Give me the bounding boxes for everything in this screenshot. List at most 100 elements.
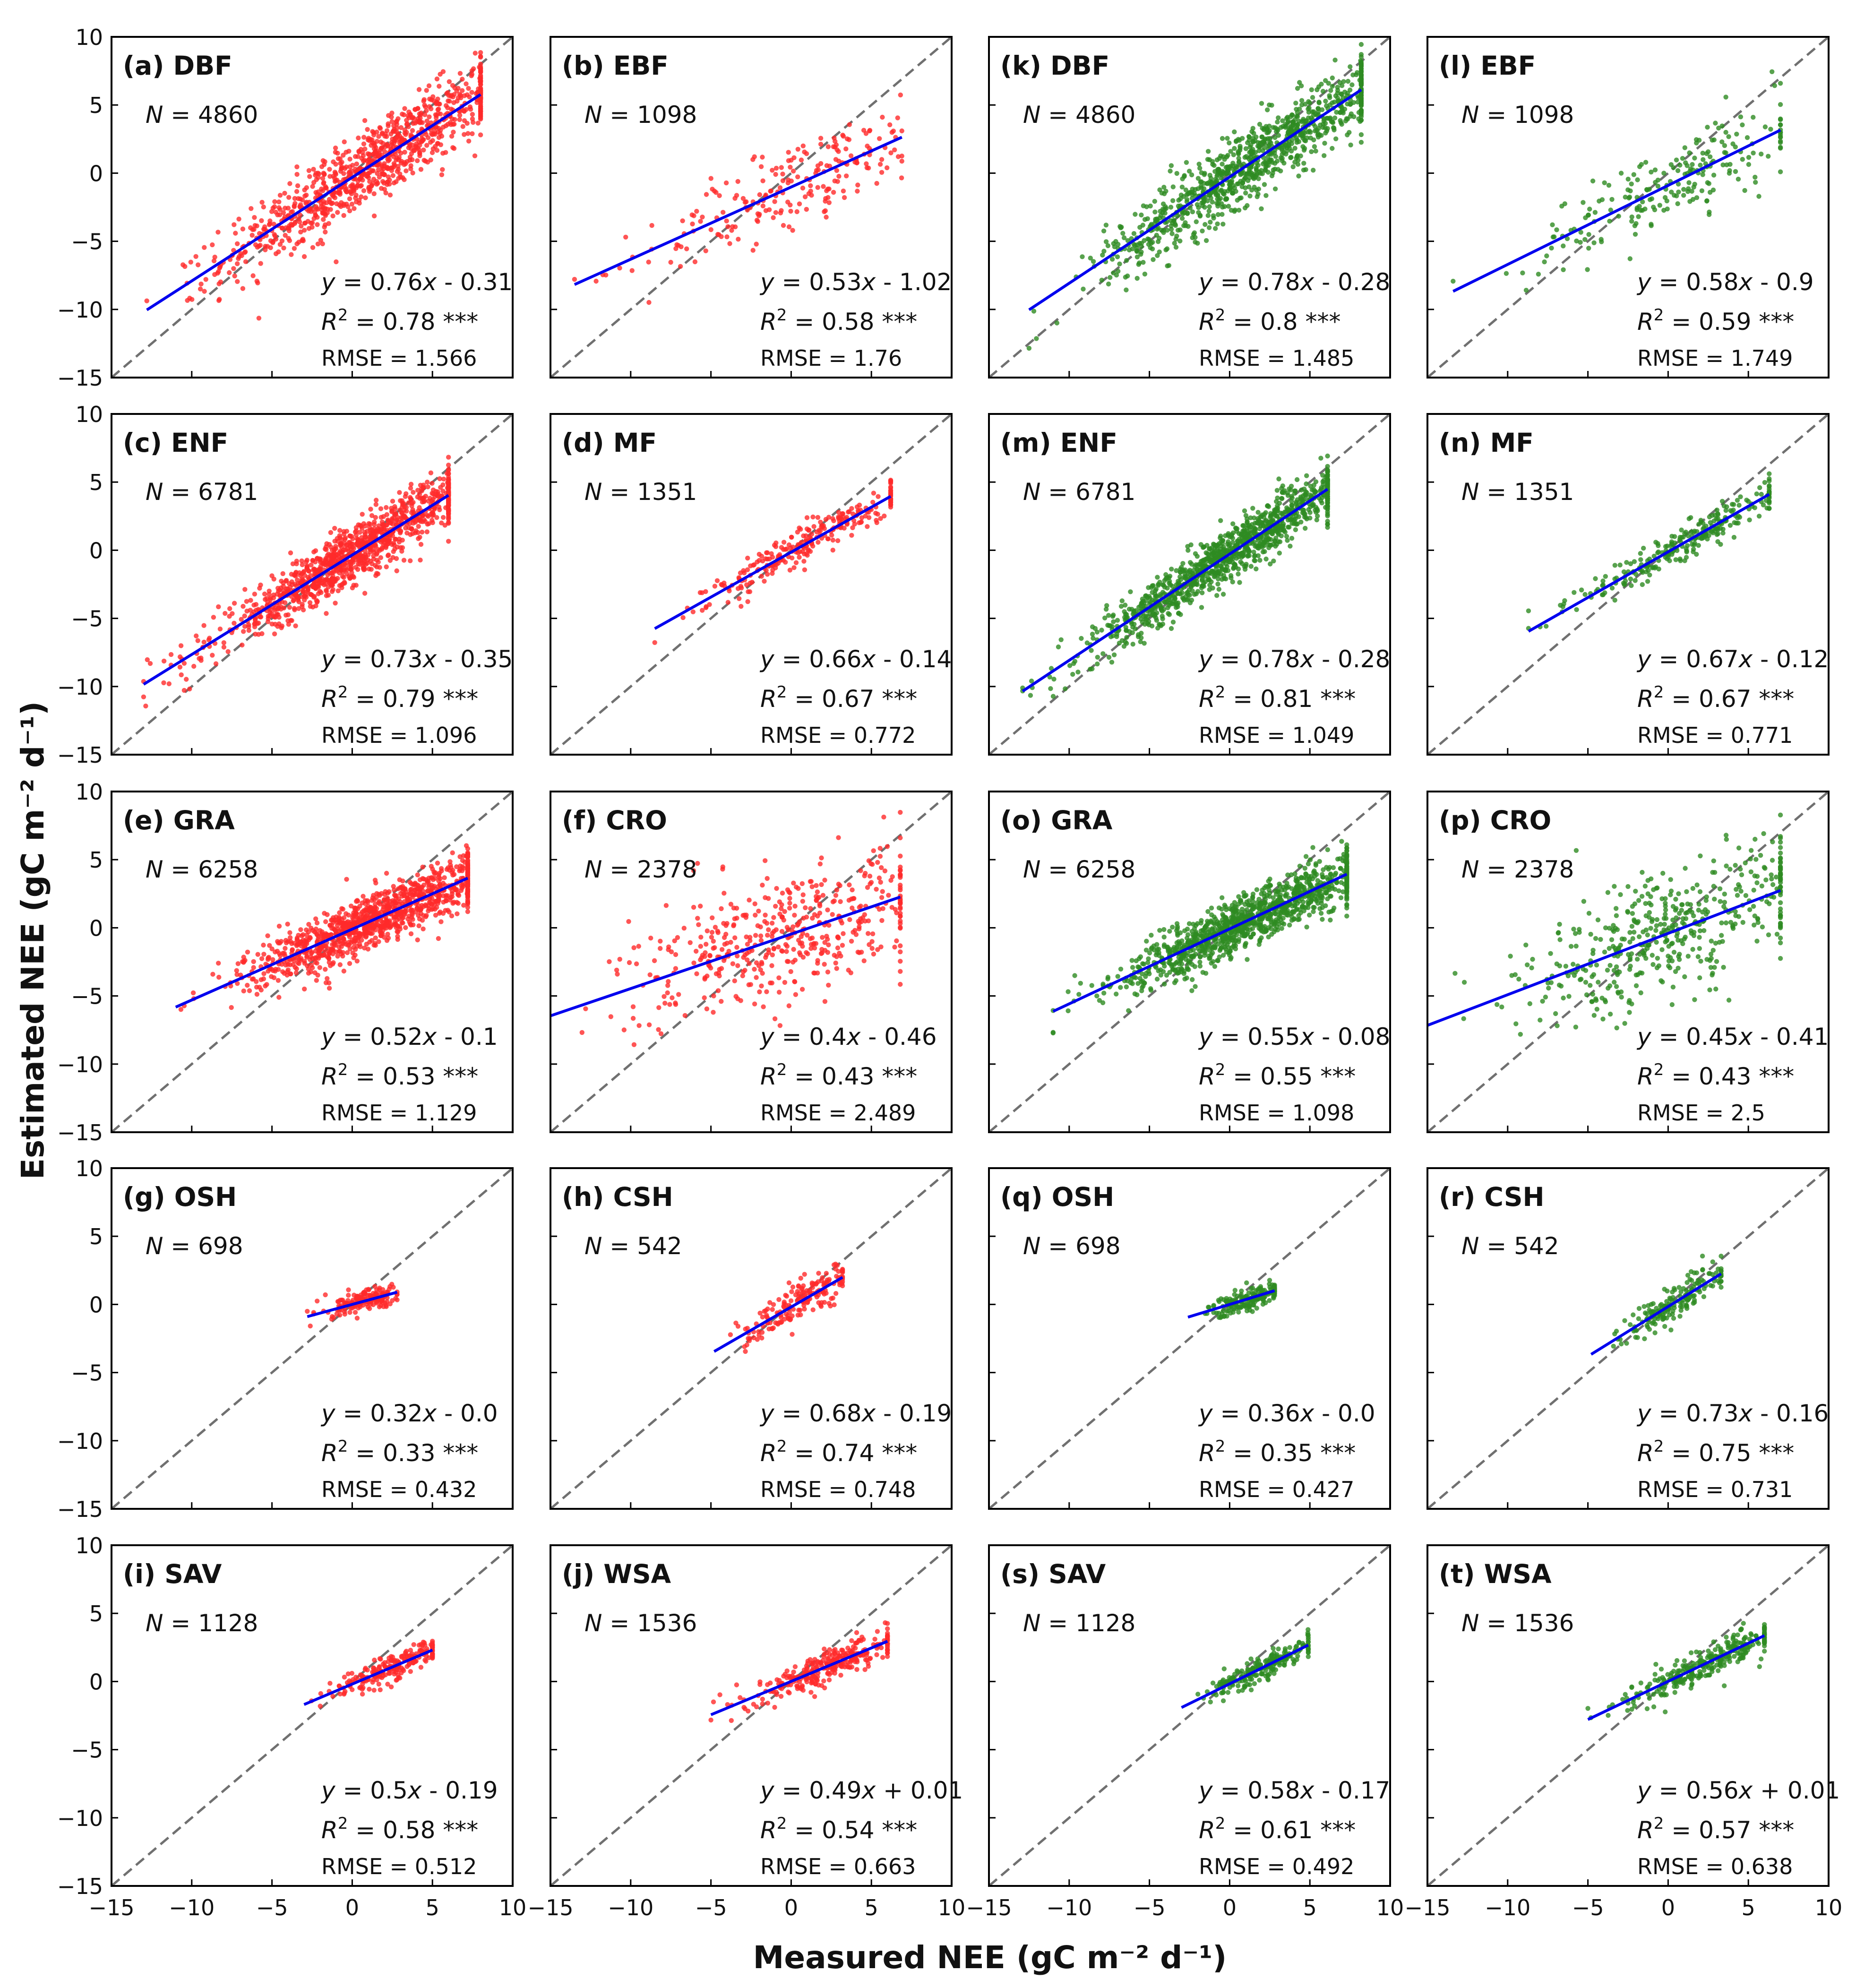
x-tick-label: 5 [426,1895,439,1920]
plot-frame [1426,413,1830,756]
r-squared: R2 = 0.79 *** [321,683,478,713]
rmse-label: RMSE = 2.489 [760,1100,916,1126]
panel-h: (h) CSH N = 542 y = 0.68x - 0.19 R2 = 0.74 … [550,1167,953,1510]
r-squared: R2 = 0.61 *** [1199,1814,1356,1844]
rmse-label: RMSE = 0.492 [1199,1854,1354,1879]
panel-title: (n) MF [1439,428,1534,458]
regression-equation: y = 0.67x - 0.12 [1636,645,1829,673]
r-squared: R2 = 0.43 *** [1637,1060,1794,1090]
plot-frame [550,1167,953,1510]
panel-i: −15 −10 −5 0 5 10 −15 −10 −5 0 5 10 (i) SAV N = 1128 y… [57,1533,526,1920]
x-tick-label: −10 [169,1895,215,1920]
sample-size: N = 6258 [1023,856,1135,883]
plot-frame [988,36,1391,379]
x-tick-label: −10 [608,1895,653,1920]
regression-equation: y = 0.78x - 0.28 [1198,268,1390,296]
regression-line [303,1649,433,1706]
x-axis-label: Measured NEE (gC m⁻² d⁻¹) [753,1939,1227,1976]
x-tick-label: 5 [1742,1895,1755,1920]
panel-e: −15 −10 −5 0 5 10 (e) GRA N = 6258 y = 0.52x - 0… [57,779,514,1145]
rmse-label: RMSE = 0.638 [1637,1854,1793,1879]
y-tick-label: 5 [89,93,103,118]
rmse-label: RMSE = 0.432 [321,1477,477,1502]
plot-frame [111,36,514,379]
y-tick-label: −10 [57,297,103,323]
panel-title: (k) DBF [1000,51,1109,81]
x-tick-label: −5 [256,1895,288,1920]
sample-size: N = 1536 [584,1609,697,1637]
panel-title: (d) MF [562,428,657,458]
y-tick-label: −15 [57,1497,103,1522]
x-tick-label: −15 [527,1895,573,1920]
panel-title: (h) CSH [562,1182,673,1212]
scatter-points [579,809,903,1047]
regression-equation: y = 0.76x - 0.31 [320,268,513,296]
r-squared: R2 = 0.43 *** [760,1060,917,1090]
r-squared: R2 = 0.53 *** [321,1060,478,1090]
x-tick-label: 0 [345,1895,359,1920]
x-tick-label: 0 [784,1895,798,1920]
panel-title: (t) WSA [1439,1559,1552,1589]
regression-line [1181,1644,1309,1709]
panel-p: (p) CRO N = 2378 y = 0.45x - 0.41 R2 = 0.43… [1426,791,1830,1133]
regression-equation: y = 0.73x - 0.35 [320,645,513,673]
regression-line [1587,1634,1765,1721]
y-tick-label: 10 [75,402,103,427]
r-squared: R2 = 0.67 *** [760,683,917,713]
one-to-one-line [1426,413,1830,756]
panel-title: (c) ENF [123,428,228,458]
rmse-label: RMSE = 0.663 [760,1854,916,1879]
x-tick-label: −15 [966,1895,1012,1920]
panel-title: (m) ENF [1000,428,1117,458]
y-tick-label: −10 [57,1052,103,1077]
r-squared: R2 = 0.54 *** [760,1814,917,1844]
y-tick-label: −5 [71,1360,103,1386]
x-tick-label: −15 [88,1895,134,1920]
rmse-label: RMSE = 1.129 [321,1100,477,1126]
rmse-label: RMSE = 0.731 [1637,1477,1793,1502]
rmse-label: RMSE = 2.5 [1637,1100,1765,1126]
y-tick-label: −15 [57,1120,103,1145]
y-tick-label: 0 [89,161,103,186]
r-squared: R2 = 0.58 *** [760,306,917,336]
regression-line [1187,1289,1275,1319]
y-tick-label: 5 [89,1224,103,1249]
y-tick-label: 10 [75,1533,103,1558]
panel-title: (b) EBF [562,51,669,81]
rmse-label: RMSE = 1.749 [1637,345,1793,371]
regression-equation: y = 0.58x - 0.9 [1636,268,1814,296]
regression-line [1528,493,1770,633]
sample-size: N = 1098 [1461,101,1574,129]
regression-equation: y = 0.36x - 0.0 [1198,1400,1375,1427]
panel-t: −15 −10 −5 0 5 10 (t) WSA N = 1536 y = 0.56x + 0… [1404,1544,1842,1920]
panel-j: −15 −10 −5 0 5 10 (j) WSA N = 1536 y = 0.49x + 0… [527,1544,965,1920]
y-tick-label: 10 [75,779,103,805]
sample-size: N = 1536 [1461,1609,1574,1637]
regression-line [1452,129,1781,293]
r-squared: R2 = 0.33 *** [321,1437,478,1467]
x-tick-label: 0 [1661,1895,1675,1920]
plot-frame [111,413,514,756]
plot-frame [111,1167,514,1510]
regression-equation: y = 0.78x - 0.28 [1198,645,1390,673]
plot-frame [550,413,953,756]
sample-size: N = 698 [146,1232,243,1260]
r-squared: R2 = 0.67 *** [1637,683,1794,713]
panel-title: (e) GRA [123,805,235,835]
rmse-label: RMSE = 0.748 [760,1477,916,1502]
one-to-one-line [1426,1167,1830,1510]
r-squared: R2 = 0.78 *** [321,306,478,336]
regression-equation: y = 0.5x - 0.19 [320,1777,498,1804]
panel-o: (o) GRA N = 6258 y = 0.55x - 0.08 R2 = 0.55… [988,791,1391,1133]
y-tick-label: −10 [57,1806,103,1831]
sample-size: N = 2378 [584,856,697,883]
regression-equation: y = 0.68x - 0.19 [759,1400,952,1427]
rmse-label: RMSE = 1.096 [321,723,477,748]
regression-line [1028,88,1362,311]
regression-line [146,93,481,311]
sample-size: N = 6258 [146,856,258,883]
y-tick-label: −10 [57,674,103,700]
panel-b: (b) EBF N = 1098 y = 0.53x - 1.02 R2 = 0.58… [550,36,953,379]
sample-size: N = 2378 [1461,856,1574,883]
panel-title: (j) WSA [562,1559,671,1589]
